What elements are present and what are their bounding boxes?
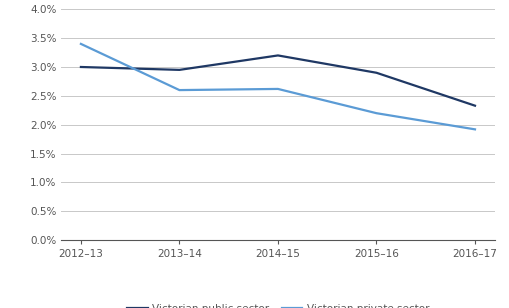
Line: Victorian private sector: Victorian private sector bbox=[81, 44, 474, 129]
Victorian private sector bbox=[471, 128, 477, 131]
Victorian public sector bbox=[176, 68, 182, 72]
Victorian private sector bbox=[373, 111, 379, 115]
Legend: Victorian public sector, Victorian private sector: Victorian public sector, Victorian priva… bbox=[123, 300, 432, 308]
Victorian private sector bbox=[176, 88, 182, 92]
Victorian private sector bbox=[274, 87, 280, 91]
Victorian public sector bbox=[373, 71, 379, 75]
Victorian public sector bbox=[78, 65, 84, 69]
Victorian private sector bbox=[78, 42, 84, 46]
Victorian public sector bbox=[274, 54, 280, 57]
Line: Victorian public sector: Victorian public sector bbox=[81, 55, 474, 106]
Victorian public sector bbox=[471, 104, 477, 107]
